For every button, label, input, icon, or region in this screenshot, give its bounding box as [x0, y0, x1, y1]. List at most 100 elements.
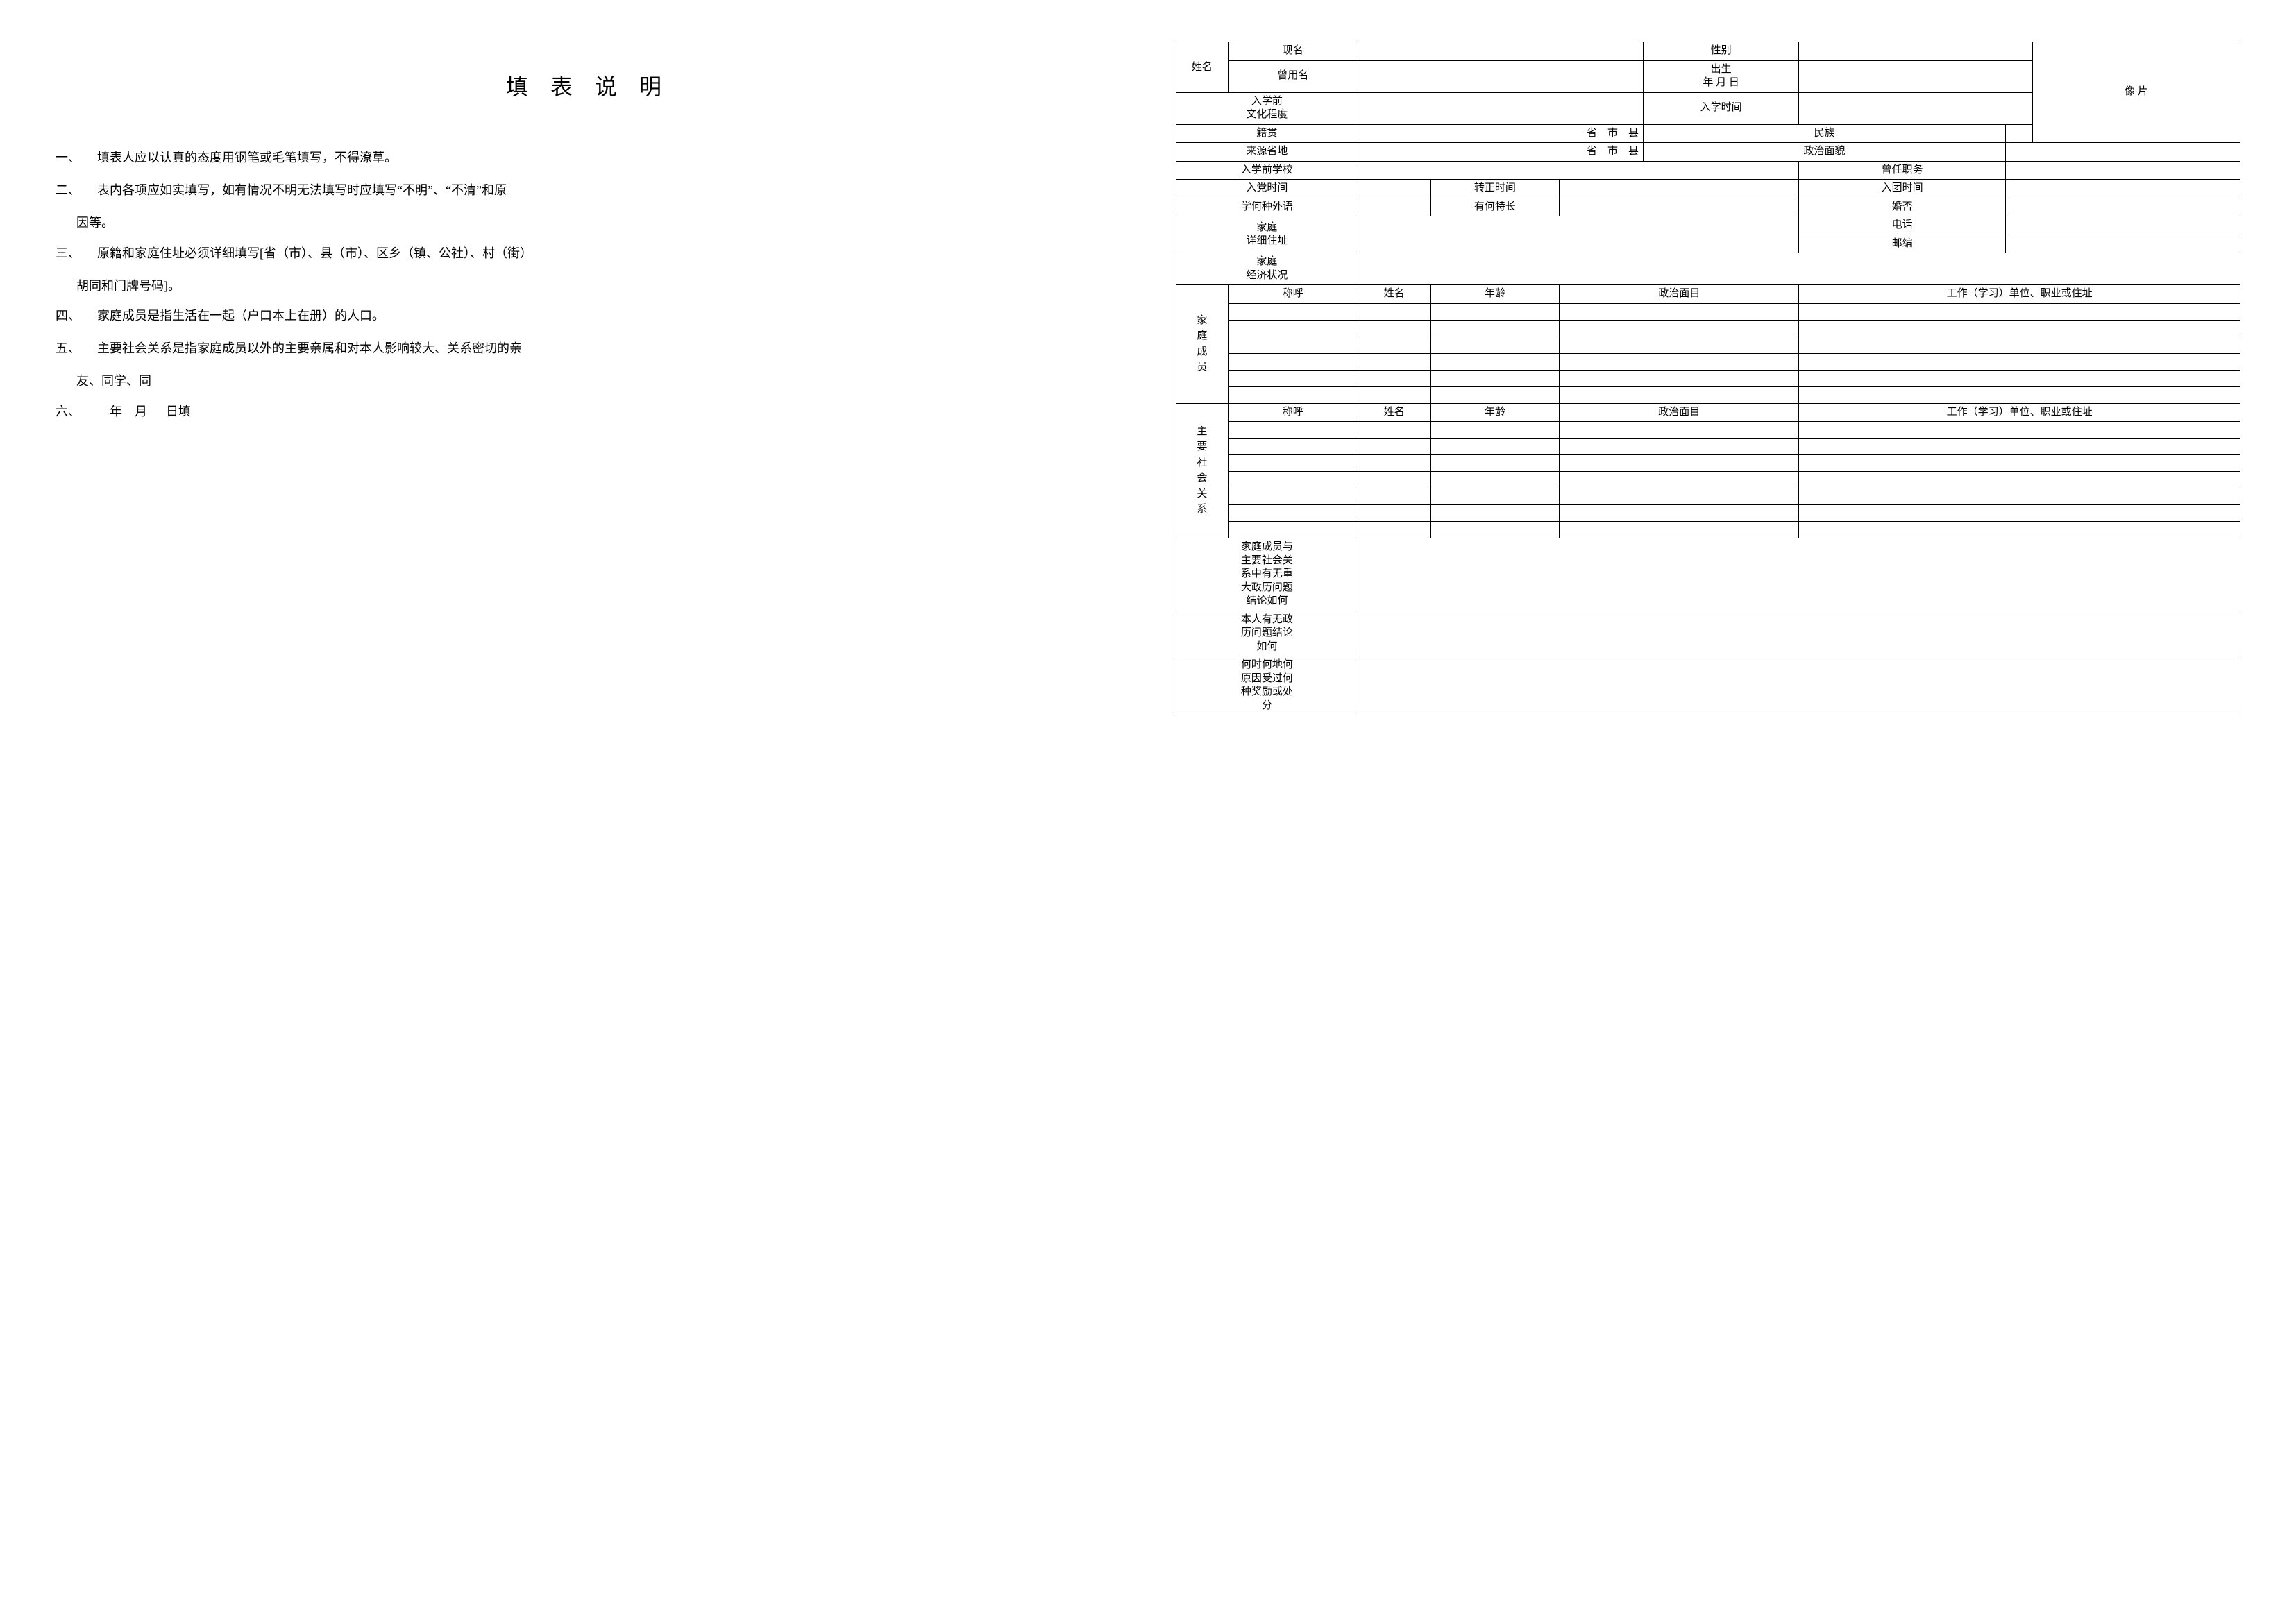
col-age: 年龄	[1430, 285, 1559, 304]
q2-label: 本人有无政历问题结论如何	[1176, 611, 1358, 656]
prev-school-field[interactable]	[1358, 161, 1799, 180]
ethnicity-field[interactable]	[2006, 124, 2033, 143]
instruction-text: 原籍和家庭住址必须详细填写[省（市）、县（市）、区乡（镇、公社）、村（街）	[97, 239, 1120, 269]
instruction-6: 六、 年 月 日填	[56, 397, 1120, 427]
econ-status-field[interactable]	[1358, 253, 2240, 285]
col-work: 工作（学习）单位、职业或住址	[1799, 403, 2240, 422]
league-time-field[interactable]	[2006, 180, 2240, 198]
col-title: 称呼	[1228, 403, 1358, 422]
social-row[interactable]	[1228, 488, 1358, 505]
marital-label: 婚否	[1799, 198, 2006, 216]
instruction-cont: 友、同学、同	[56, 366, 1120, 396]
instruction-num: 六、	[56, 397, 97, 427]
instruction-num: 一、	[56, 143, 97, 173]
q3-label: 何时何地何原因受过何种奖励或处分	[1176, 656, 1358, 715]
enroll-time-field[interactable]	[1799, 92, 2033, 124]
q3-field[interactable]	[1358, 656, 2240, 715]
instruction-2: 二、 表内各项应如实填写，如有情况不明无法填写时应填写“不明”、“不清”和原	[56, 176, 1120, 205]
origin-label: 来源省地	[1176, 143, 1358, 162]
instruction-cont: 因等。	[56, 208, 1120, 238]
ethnicity-label: 民族	[1644, 124, 2006, 143]
instructions-page: 填 表 说 明 一、 填表人应以认真的态度用钢笔或毛笔填写，不得潦草。 二、 表…	[56, 42, 1120, 715]
col-political: 政治面目	[1560, 403, 1799, 422]
registration-form: 姓名 现名 性别 像 片 曾用名 出生年 月 日 入学前文化程度 入学时间 籍贯…	[1176, 42, 2240, 715]
specialty-label: 有何特长	[1430, 198, 1559, 216]
political-field[interactable]	[2006, 143, 2240, 162]
prev-position-field[interactable]	[2006, 161, 2240, 180]
instruction-num: 五、	[56, 334, 97, 364]
photo-box[interactable]: 像 片	[2032, 42, 2240, 143]
former-name-label: 曾用名	[1228, 60, 1358, 92]
foreign-lang-label: 学何种外语	[1176, 198, 1358, 216]
instruction-text: 家庭成员是指生活在一起（户口本上在册）的人口。	[97, 301, 1120, 331]
social-row[interactable]	[1228, 522, 1358, 538]
instructions-list: 一、 填表人应以认真的态度用钢笔或毛笔填写，不得潦草。 二、 表内各项应如实填写…	[56, 143, 1120, 427]
former-name-field[interactable]	[1358, 60, 1643, 92]
current-name-label: 现名	[1228, 42, 1358, 61]
prev-school-label: 入学前学校	[1176, 161, 1358, 180]
league-time-label: 入团时间	[1799, 180, 2006, 198]
family-section-label: 家庭成员	[1176, 285, 1229, 404]
postcode-label: 邮编	[1799, 235, 2006, 253]
page-title: 填 表 说 明	[56, 69, 1120, 101]
gender-field[interactable]	[1799, 42, 2033, 61]
native-place-label: 籍贯	[1176, 124, 1358, 143]
social-row[interactable]	[1228, 472, 1358, 488]
family-row[interactable]	[1228, 337, 1358, 353]
native-place-field[interactable]: 省 市 县	[1358, 124, 1643, 143]
social-row[interactable]	[1228, 439, 1358, 455]
pre-edu-label: 入学前文化程度	[1176, 92, 1358, 124]
social-row[interactable]	[1228, 455, 1358, 472]
q1-field[interactable]	[1358, 538, 2240, 611]
instruction-num: 二、	[56, 176, 97, 205]
birth-label: 出生年 月 日	[1644, 60, 1799, 92]
instruction-text: 表内各项应如实填写，如有情况不明无法填写时应填写“不明”、“不清”和原	[97, 176, 1120, 205]
gender-label: 性别	[1644, 42, 1799, 61]
instruction-text: 年 月 日填	[97, 397, 1120, 427]
social-row[interactable]	[1228, 505, 1358, 522]
col-age: 年龄	[1430, 403, 1559, 422]
instruction-cont: 胡同和门牌号码]。	[56, 271, 1120, 301]
confirm-time-label: 转正时间	[1430, 180, 1559, 198]
current-name-field[interactable]	[1358, 42, 1643, 61]
instruction-3: 三、 原籍和家庭住址必须详细填写[省（市）、县（市）、区乡（镇、公社）、村（街）	[56, 239, 1120, 269]
social-section-label: 主要社会关系	[1176, 403, 1229, 538]
pre-edu-field[interactable]	[1358, 92, 1643, 124]
col-political: 政治面目	[1560, 285, 1799, 304]
q1-label: 家庭成员与主要社会关系中有无重大政历问题结论如何	[1176, 538, 1358, 611]
prev-position-label: 曾任职务	[1799, 161, 2006, 180]
origin-field[interactable]: 省 市 县	[1358, 143, 1643, 162]
col-name: 姓名	[1358, 403, 1430, 422]
instruction-4: 四、 家庭成员是指生活在一起（户口本上在册）的人口。	[56, 301, 1120, 331]
name-label: 姓名	[1179, 60, 1225, 76]
postcode-field[interactable]	[2006, 235, 2240, 253]
political-label: 政治面貌	[1644, 143, 2006, 162]
social-row[interactable]	[1228, 422, 1358, 439]
foreign-lang-field[interactable]	[1358, 198, 1430, 216]
instruction-1: 一、 填表人应以认真的态度用钢笔或毛笔填写，不得潦草。	[56, 143, 1120, 173]
col-title: 称呼	[1228, 285, 1358, 304]
col-name: 姓名	[1358, 285, 1430, 304]
home-addr-label: 家庭详细住址	[1176, 216, 1358, 253]
instruction-text: 主要社会关系是指家庭成员以外的主要亲属和对本人影响较大、关系密切的亲	[97, 334, 1120, 364]
phone-field[interactable]	[2006, 216, 2240, 235]
party-time-field[interactable]	[1358, 180, 1430, 198]
instruction-num: 四、	[56, 301, 97, 331]
econ-status-label: 家庭经济状况	[1176, 253, 1358, 285]
family-row[interactable]	[1228, 370, 1358, 386]
family-row[interactable]	[1228, 353, 1358, 370]
party-time-label: 入党时间	[1176, 180, 1358, 198]
marital-field[interactable]	[2006, 198, 2240, 216]
specialty-field[interactable]	[1560, 198, 1799, 216]
birth-field[interactable]	[1799, 60, 2033, 92]
home-addr-field[interactable]	[1358, 216, 1799, 253]
col-work: 工作（学习）单位、职业或住址	[1799, 285, 2240, 304]
family-row[interactable]	[1228, 320, 1358, 337]
instruction-num: 三、	[56, 239, 97, 269]
phone-label: 电话	[1799, 216, 2006, 235]
enroll-time-label: 入学时间	[1644, 92, 1799, 124]
family-row[interactable]	[1228, 303, 1358, 320]
family-row[interactable]	[1228, 386, 1358, 403]
confirm-time-field[interactable]	[1560, 180, 1799, 198]
q2-field[interactable]	[1358, 611, 2240, 656]
